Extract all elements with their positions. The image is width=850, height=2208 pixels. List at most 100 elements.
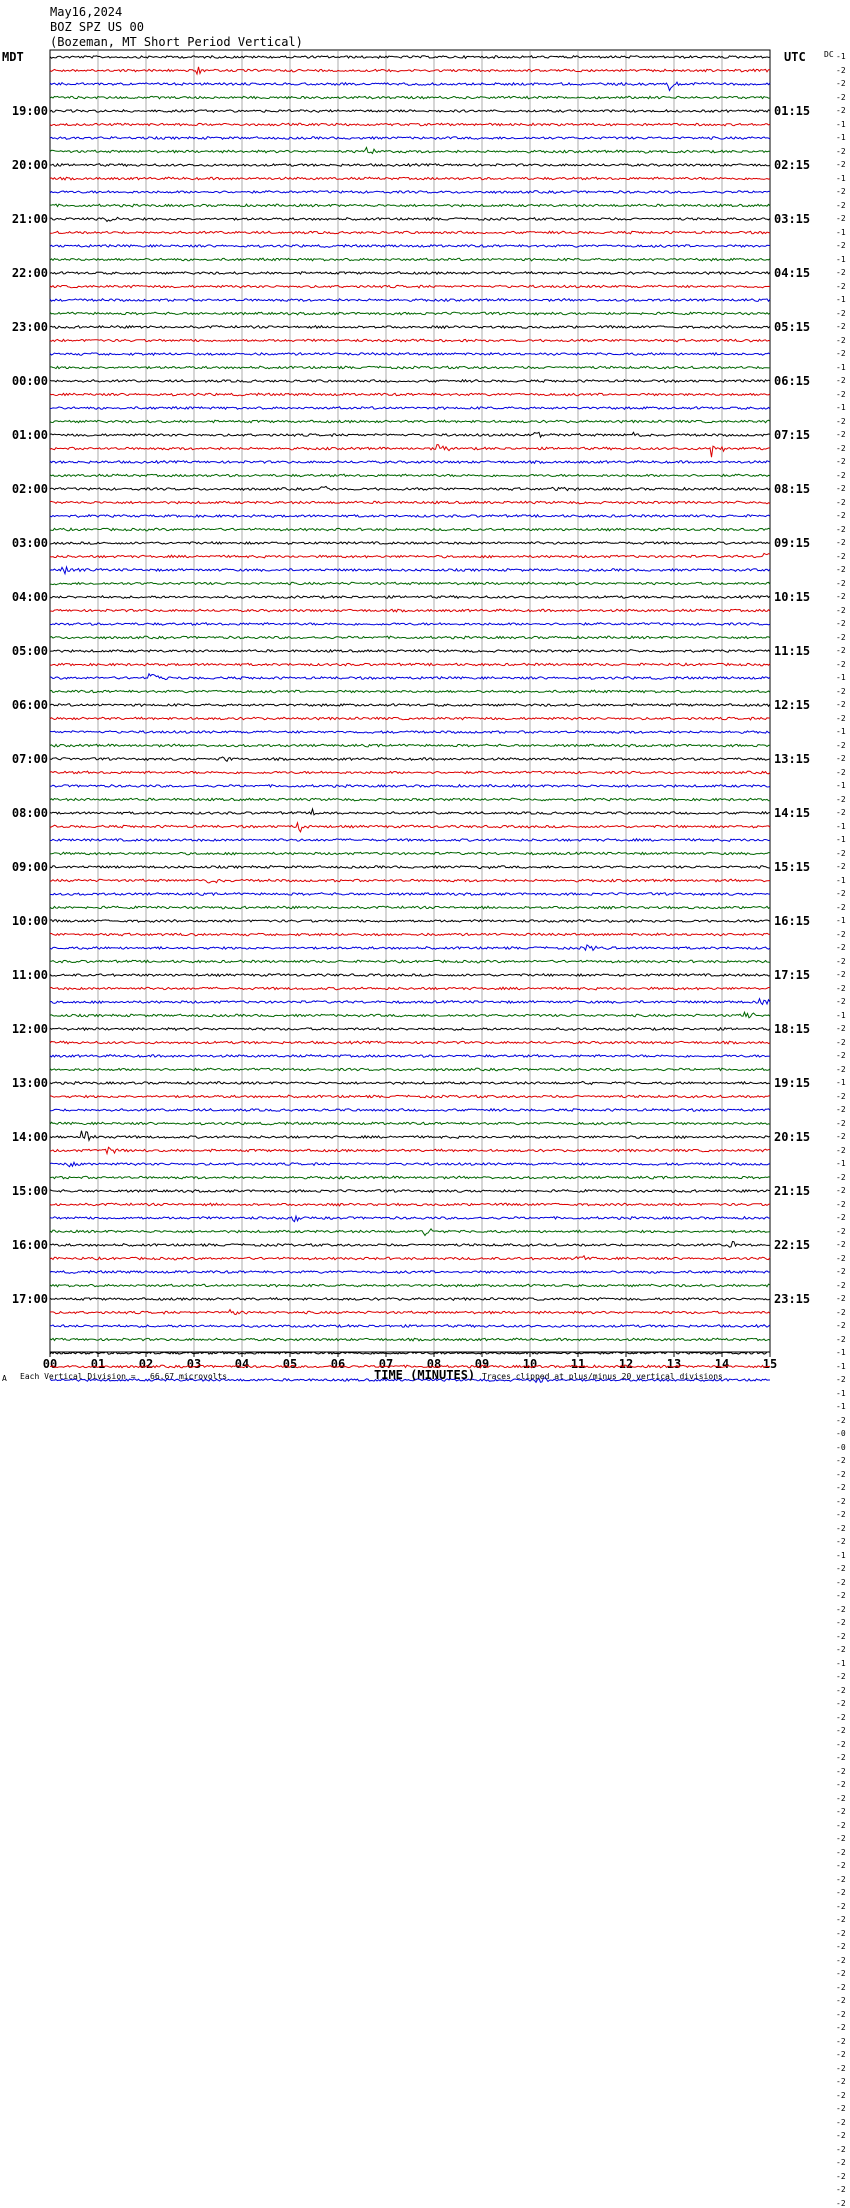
seismic-trace (49, 716, 771, 721)
dc-offset-label: -1 (836, 673, 846, 682)
seismic-trace (49, 66, 771, 76)
seismic-trace (49, 284, 771, 289)
seismic-trace (49, 1161, 771, 1168)
dc-offset-label: -2 (836, 200, 846, 210)
dc-offset-label: -1 (836, 133, 846, 142)
dc-offset-label: -2 (836, 281, 846, 291)
dc-offset-label: -1 (836, 362, 846, 372)
dc-offset-label: -2 (836, 1294, 846, 1303)
right-timezone-label: UTC (784, 50, 806, 64)
seismic-trace (49, 851, 771, 856)
dc-offset-label: -2 (836, 1334, 846, 1344)
dc-offset-label: -2 (836, 605, 846, 615)
seismic-trace (49, 513, 771, 519)
seismic-trace (49, 1254, 771, 1261)
dc-offset-label: -2 (836, 524, 846, 534)
seismic-trace (49, 1146, 771, 1156)
dc-offset-label: -2 (836, 470, 846, 480)
dc-offset-label: -2 (836, 956, 846, 966)
seismic-trace (49, 783, 771, 789)
dc-offset-label: -2 (836, 1226, 846, 1236)
dc-offset-label: -2 (836, 929, 846, 939)
seismic-trace (49, 662, 771, 667)
dc-offset-label: -2 (836, 848, 846, 858)
dc-offset-label: -2 (836, 1618, 846, 1627)
seismic-trace (49, 95, 771, 100)
right-hour-label: 13:15 (774, 752, 811, 766)
dc-offset-label: -2 (836, 2009, 846, 2019)
dc-offset-label: -2 (836, 79, 846, 88)
seismic-trace (49, 324, 771, 330)
record-date: May16,2024 (50, 5, 123, 19)
dc-offset-label: -2 (836, 1996, 846, 2005)
left-hour-label: 11:00 (11, 968, 48, 982)
dc-offset-label: -1 (836, 227, 846, 237)
seismic-trace (49, 807, 771, 816)
left-hour-label: 08:00 (11, 806, 48, 820)
seismic-trace (49, 1202, 771, 1207)
dc-offset-label: -2 (836, 578, 846, 588)
seismic-trace (49, 1227, 771, 1237)
dc-offset-label: -2 (836, 1577, 846, 1587)
seismic-trace (49, 162, 771, 168)
seismic-trace (49, 892, 771, 897)
dc-offset-label: -1 (836, 1010, 846, 1020)
x-tick-label: 01 (90, 1357, 106, 1371)
dc-offset-label: -2 (836, 1766, 846, 1776)
seismic-trace (49, 338, 771, 343)
dc-offset-label: -2 (836, 1604, 846, 1614)
seismic-trace (49, 703, 771, 708)
dc-offset-label: -2 (836, 1955, 846, 1965)
dc-offset-label: -1 (836, 1348, 846, 1357)
dc-offset-label: -2 (836, 700, 846, 709)
dc-offset-label: -2 (836, 1793, 846, 1803)
dc-offset-label: -2 (836, 2063, 846, 2073)
dc-offset-label: -2 (836, 1199, 846, 1209)
seismic-trace (49, 1337, 771, 1342)
dc-offset-label: -1 (836, 254, 846, 264)
seismic-trace (49, 230, 771, 235)
seismic-trace (49, 500, 771, 505)
seismic-trace (49, 756, 771, 763)
dc-offset-label: -2 (836, 349, 846, 358)
dc-offset-label: -2 (836, 1307, 846, 1317)
dc-label: DC (824, 50, 834, 59)
dc-offset-label: -2 (836, 1375, 846, 1384)
right-hour-label: 15:15 (774, 860, 811, 874)
dc-offset-label: -2 (836, 713, 846, 723)
dc-offset-label: -2 (836, 443, 846, 453)
dc-offset-label: -2 (836, 1699, 846, 1708)
dc-offset-label: -2 (836, 902, 846, 912)
dc-offset-label: -2 (836, 1523, 846, 1533)
right-hour-label: 18:15 (774, 1022, 811, 1036)
clip-note: Traces clipped at plus/minus 20 vertical… (482, 1372, 723, 1381)
seismic-trace (50, 1364, 771, 1369)
dc-offset-label: -1 (836, 1388, 846, 1398)
dc-offset-label: -2 (836, 1537, 846, 1546)
seismic-trace (49, 837, 771, 843)
x-axis-label: TIME (MINUTES) (374, 1368, 476, 1382)
seismic-trace (49, 485, 771, 492)
left-hour-label: 22:00 (11, 266, 48, 280)
right-hour-label: 21:15 (774, 1184, 811, 1198)
left-hour-label: 17:00 (11, 1292, 48, 1306)
seismic-trace (49, 552, 771, 559)
dc-offset-label: -2 (836, 1942, 846, 1951)
right-hour-label: 19:15 (774, 1076, 811, 1090)
seismic-trace (49, 459, 771, 465)
dc-offset-label: -2 (836, 659, 846, 669)
x-tick-label: 14 (714, 1357, 730, 1371)
seismic-trace (49, 135, 771, 140)
left-hour-label: 14:00 (11, 1130, 48, 1144)
right-hour-label: 11:15 (774, 644, 811, 658)
seismic-trace (49, 1010, 771, 1019)
dc-offset-label: -2 (836, 1739, 846, 1749)
dc-offset-label: -2 (836, 1496, 846, 1506)
seismic-trace (49, 257, 771, 262)
seismic-trace (49, 311, 771, 316)
dc-offset-label: -2 (836, 1564, 846, 1573)
dc-offset-label: -2 (836, 1186, 846, 1195)
right-hour-label: 05:15 (774, 320, 811, 334)
seismic-trace (49, 443, 771, 458)
dc-offset-label: -2 (836, 2144, 846, 2154)
